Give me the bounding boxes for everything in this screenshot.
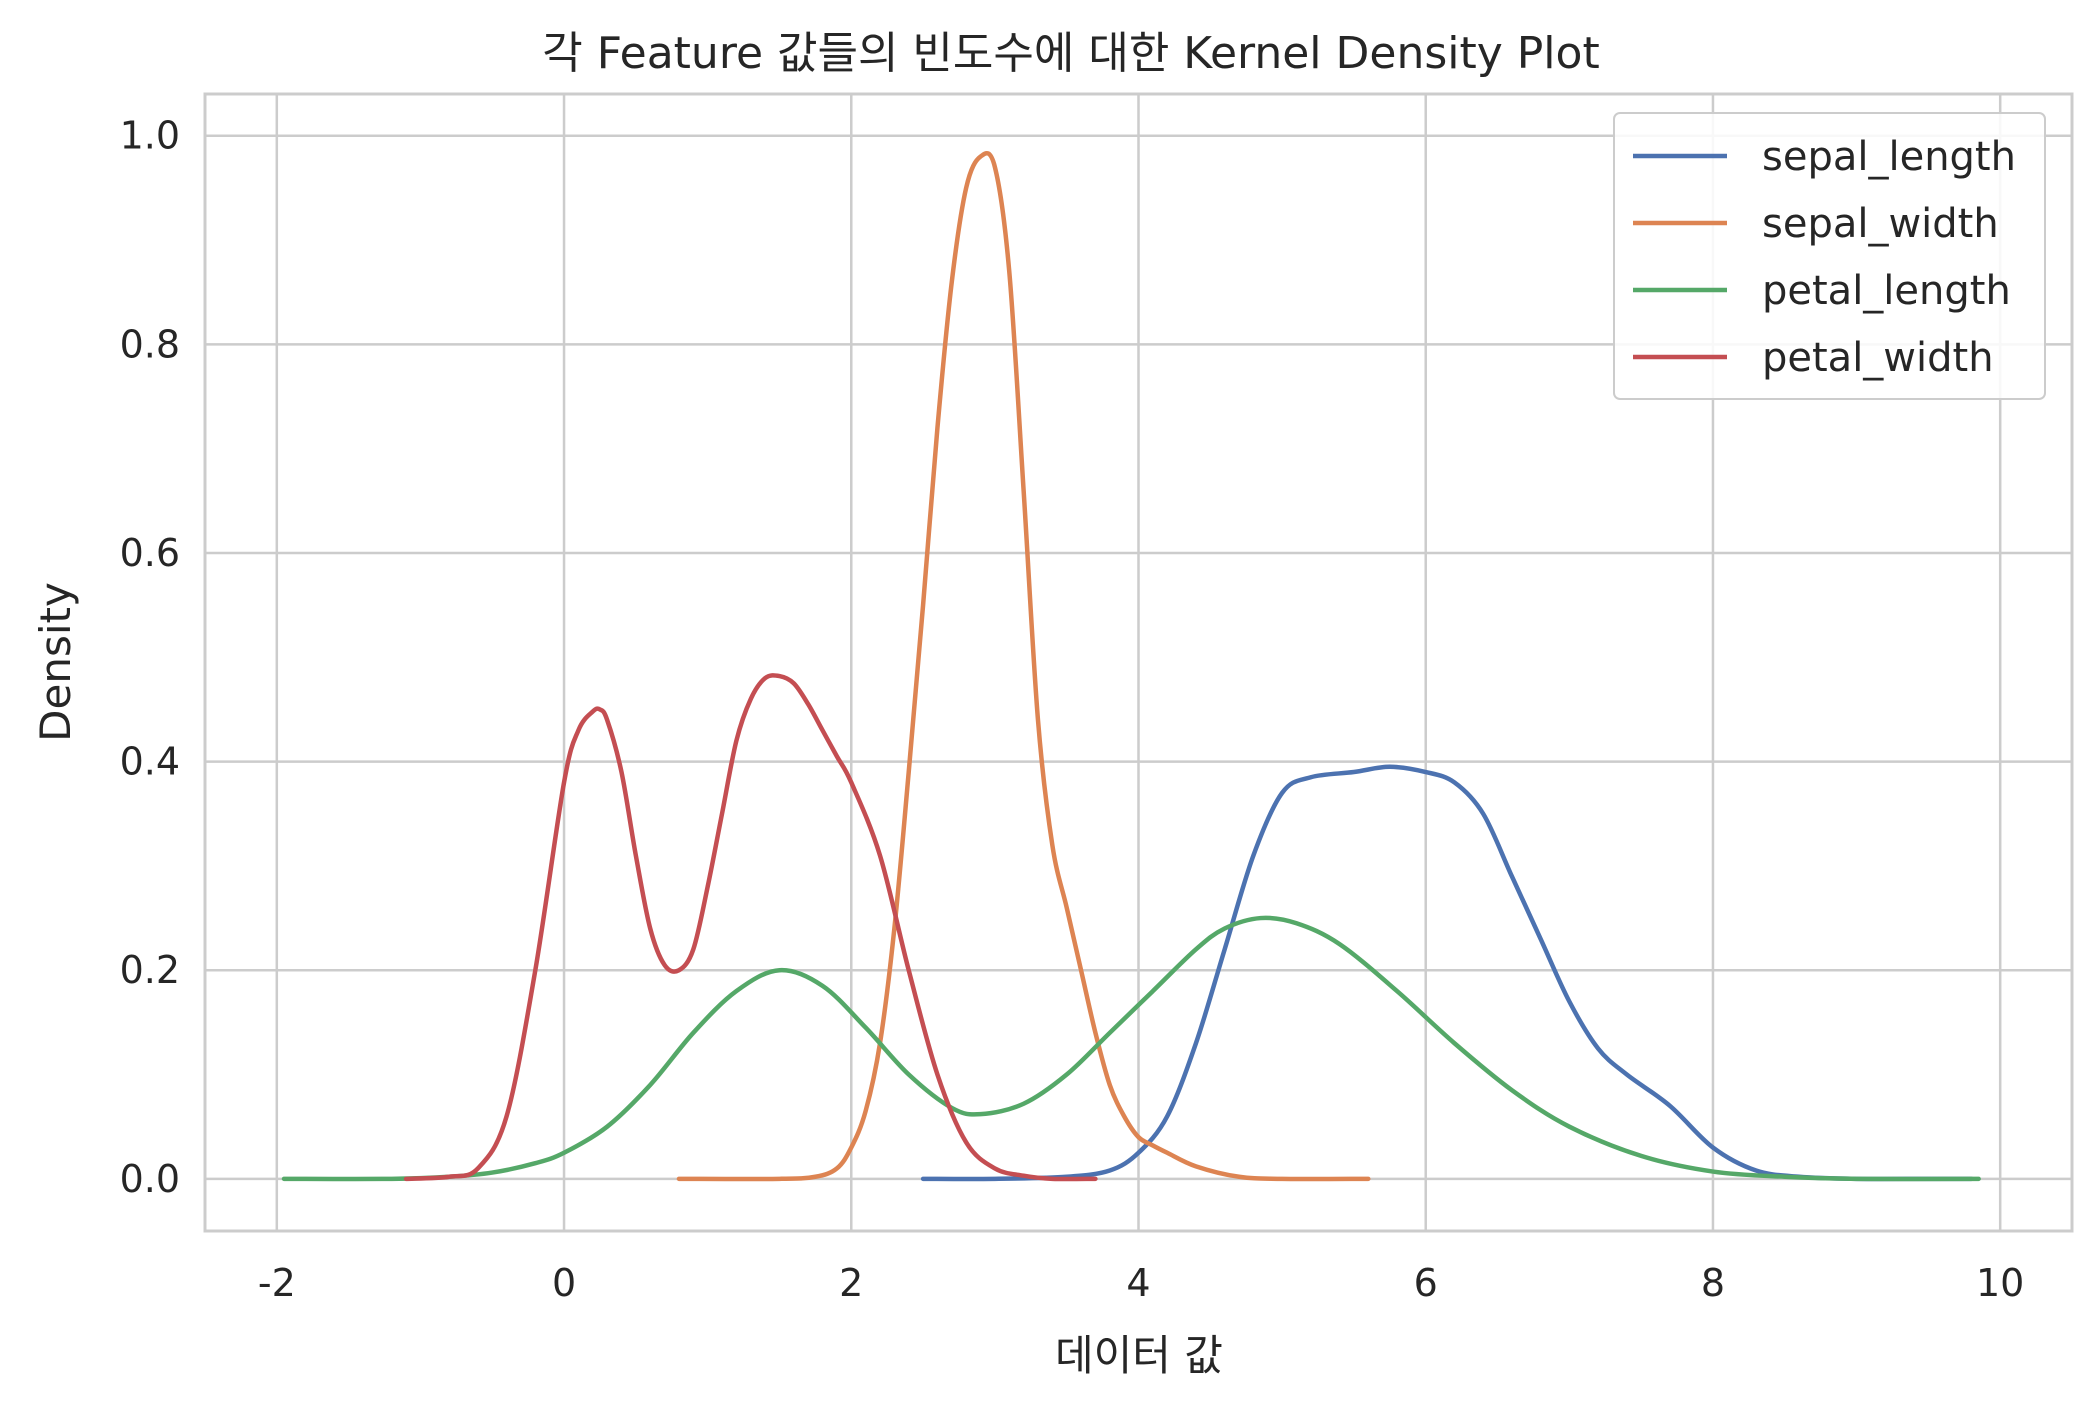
legend-entry: petal_width	[1762, 335, 1994, 381]
series-line-petal-length	[281, 915, 1981, 1182]
x-tick-label: 0	[552, 1261, 576, 1305]
series-line-sepal-width	[676, 151, 1371, 1182]
x-tick-label: 2	[839, 1261, 863, 1305]
series-group	[281, 151, 1981, 1182]
y-axis-label: Density	[31, 582, 80, 742]
x-tick-label: -2	[258, 1261, 296, 1305]
chart-title: 각 Feature 값들의 빈도수에 대한 Kernel Density Plo…	[542, 28, 1599, 79]
legend-entry: sepal_width	[1762, 201, 1999, 247]
x-tick-label: 10	[1976, 1261, 2024, 1305]
legend-box	[1613, 112, 2046, 400]
legend-entry: petal_length	[1762, 268, 2011, 314]
x-tick-label: 8	[1701, 1261, 1725, 1305]
x-axis-label: 데이터 값	[1055, 1331, 1223, 1380]
y-tick-label: 0.2	[120, 948, 180, 992]
legend: sepal_length sepal_width petal_lengthpetal…	[1613, 112, 2046, 400]
x-tick-label: 6	[1414, 1261, 1438, 1305]
series-line-petal-width	[403, 673, 1098, 1182]
y-tick-label: 1.0	[120, 114, 180, 158]
x-tick-label: 4	[1126, 1261, 1150, 1305]
y-tick-labels: 0.0 0.2 0.4 0.6 0.8 1.0	[120, 114, 180, 1201]
plot-frame	[203, 92, 2074, 1233]
series-line-sepal-length	[920, 764, 1974, 1182]
y-tick-label: 0.0	[120, 1157, 180, 1201]
y-tick-label: 0.4	[120, 740, 180, 784]
x-tick-labels: -2 0 2 4 6 8 10	[258, 1261, 2025, 1305]
y-tick-label: 0.6	[120, 531, 180, 575]
y-tick-label: 0.8	[120, 322, 180, 366]
legend-entry: sepal_length	[1762, 134, 2016, 180]
